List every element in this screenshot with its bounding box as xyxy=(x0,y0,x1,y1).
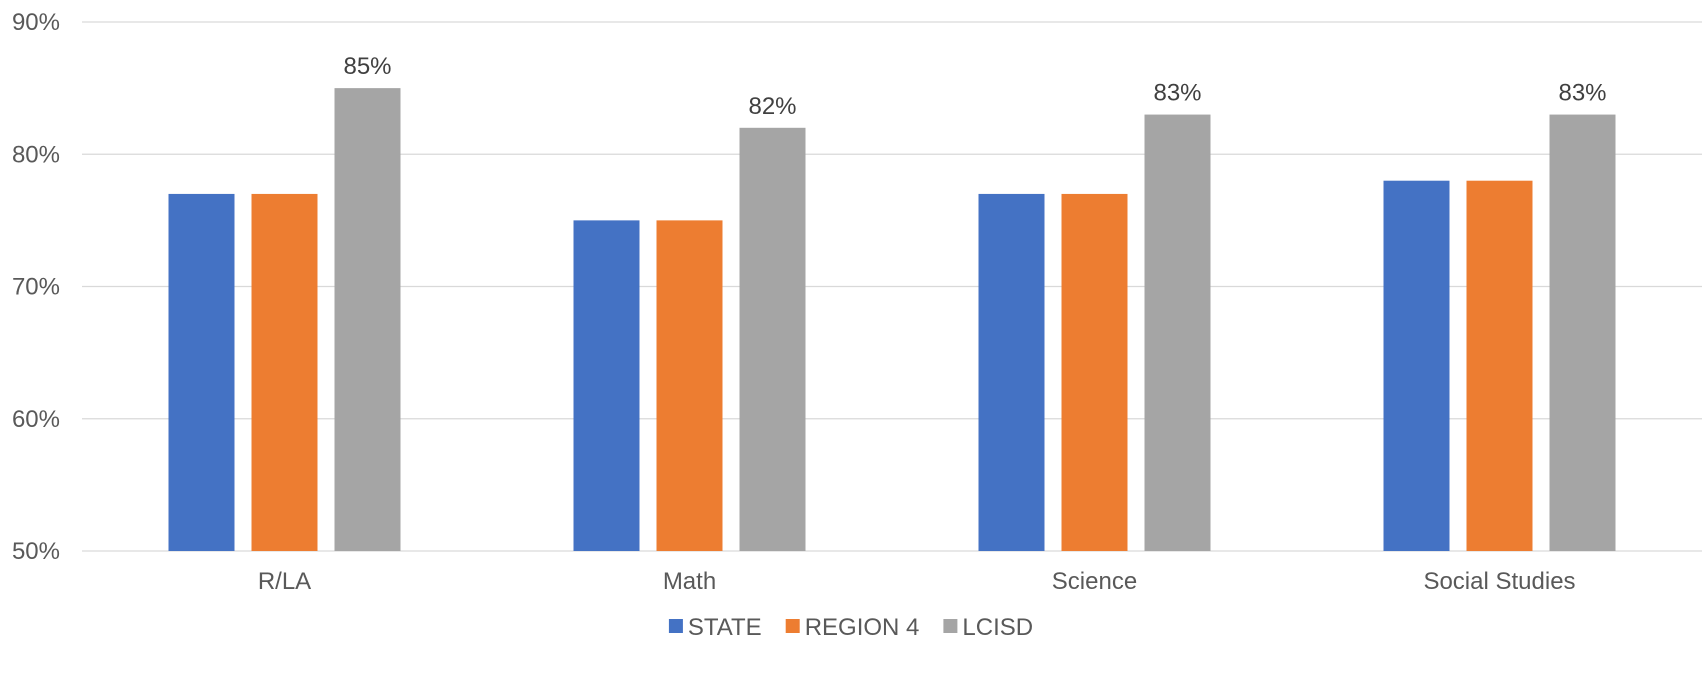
legend-swatch xyxy=(785,619,800,633)
y-tick-label: 50% xyxy=(12,538,60,565)
bar-region-4 xyxy=(251,193,318,552)
legend-swatch xyxy=(668,619,683,633)
bar-state xyxy=(573,220,640,551)
data-label: 83% xyxy=(1153,80,1201,107)
data-labels: 85% 82% 83% 83% xyxy=(343,53,1606,120)
x-category-label: Science xyxy=(1052,568,1137,595)
legend-item-state: STATE xyxy=(668,614,762,641)
x-category-label: R/LA xyxy=(258,568,311,595)
x-category-label: Social Studies xyxy=(1423,568,1575,595)
bar-state xyxy=(168,193,235,552)
bar-state xyxy=(978,193,1045,552)
bar-lcisd xyxy=(1144,114,1211,551)
legend-item-region-4: REGION 4 xyxy=(785,614,920,641)
legend-label: LCISD xyxy=(962,614,1033,641)
bar-state xyxy=(1383,180,1450,551)
bar-region-4 xyxy=(1061,193,1128,552)
bar-region-4 xyxy=(1466,180,1533,551)
bar-region-4 xyxy=(656,220,723,551)
y-tick-label: 60% xyxy=(12,406,60,433)
x-axis-category-labels: R/LA Math Science Social Studies xyxy=(258,568,1576,595)
data-label: 83% xyxy=(1558,80,1606,107)
bar-lcisd xyxy=(739,127,806,552)
y-tick-label: 70% xyxy=(12,274,60,301)
data-label: 85% xyxy=(343,53,391,80)
bar-lcisd xyxy=(1549,114,1616,551)
y-axis-tick-labels: 50% 60% 70% 80% 90% xyxy=(12,9,60,565)
y-tick-label: 90% xyxy=(12,9,60,36)
y-tick-label: 80% xyxy=(12,141,60,168)
legend-swatch xyxy=(943,619,958,633)
data-label: 82% xyxy=(748,93,796,120)
bars xyxy=(168,88,1616,552)
legend-item-lcisd: LCISD xyxy=(943,614,1033,641)
legend-label: REGION 4 xyxy=(805,614,920,641)
x-category-label: Math xyxy=(663,568,716,595)
gridlines xyxy=(82,21,1702,552)
legend-label: STATE xyxy=(688,614,762,641)
legend: STATE REGION 4 LCISD xyxy=(668,614,1033,641)
bar-lcisd xyxy=(334,88,401,551)
